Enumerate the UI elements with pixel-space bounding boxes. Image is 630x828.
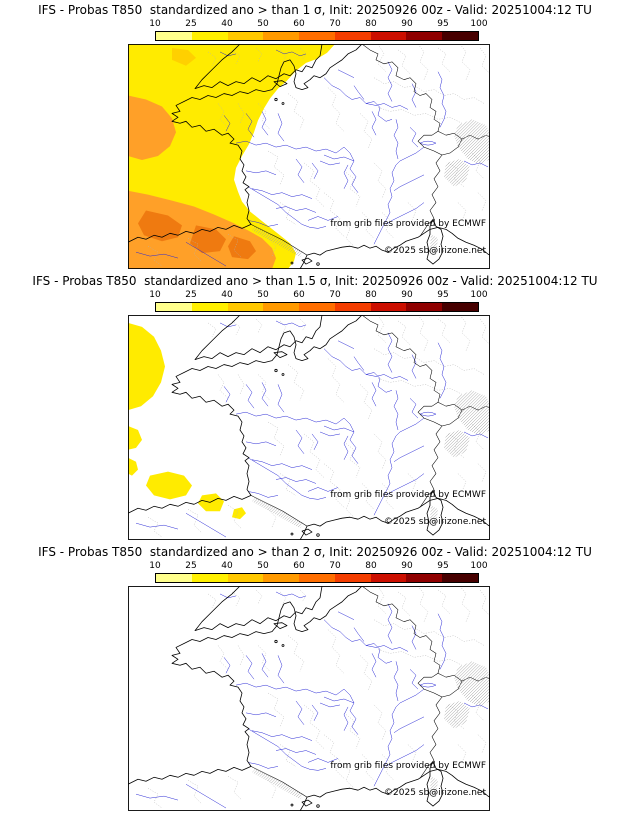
colorbar-ticks: 10 25 40 50 60 70 80 90 95 100 [149,561,487,571]
colorbar-tick-label: 80 [365,561,377,571]
colorbar-tick-label: 80 [365,19,377,29]
panel-2sigma: IFS - Probas T850 standardized ano > tha… [0,545,630,811]
colorbar-segment [227,303,264,311]
panel-title: IFS - Probas T850 standardized ano > tha… [38,3,592,17]
colorbar-segment [370,303,407,311]
colorbar-segment [263,32,300,40]
colorbar-segment [299,303,335,311]
panel-1-5sigma: IFS - Probas T850 standardized ano > tha… [0,274,630,540]
colorbar-segment [299,32,335,40]
colorbar-ticks: 10 25 40 50 60 70 80 90 95 100 [149,19,487,29]
colorbar: 10 25 40 50 60 70 80 90 95 100 [149,290,488,312]
colorbar-tick-label: 50 [257,561,269,571]
colorbar-segment [191,32,228,40]
map: from grib files provided by ECMWF ©2025 … [128,44,490,269]
colorbar-segment [227,574,264,582]
colorbar-tick-label: 10 [149,561,161,571]
map-svg [128,44,490,269]
colorbar-tick-label: 40 [221,19,233,29]
colorbar-segment [370,574,407,582]
panel-title: IFS - Probas T850 standardized ano > tha… [38,545,592,559]
colorbar-tick-label: 80 [365,290,377,300]
colorbar-segment [406,303,443,311]
colorbar-tick-label: 95 [437,290,449,300]
colorbar-segment [227,32,264,40]
colorbar-tick-label: 60 [293,19,305,29]
colorbar-tick-label: 50 [257,290,269,300]
colorbar-tick-label: 95 [437,19,449,29]
map-background [128,315,490,540]
colorbar-tick-label: 25 [185,19,197,29]
colorbar: 10 25 40 50 60 70 80 90 95 100 [149,19,488,41]
colorbar-segment [334,32,371,40]
map-frame [128,586,490,811]
colorbar-segment [442,574,479,582]
colorbar-tick-label: 100 [470,290,488,300]
colorbar-tick-label: 95 [437,561,449,571]
map-svg [128,586,490,811]
colorbar-segment [156,32,192,40]
colorbar-tick-label: 40 [221,290,233,300]
colorbar-segment [263,303,300,311]
colorbar-segment [406,32,443,40]
colorbar-tick-label: 90 [401,19,413,29]
colorbar-tick-label: 70 [329,19,341,29]
panel-title: IFS - Probas T850 standardized ano > tha… [32,274,598,288]
colorbar-segment [442,303,479,311]
colorbar-ticks: 10 25 40 50 60 70 80 90 95 100 [149,290,487,300]
colorbar-segment [156,303,192,311]
probability-overlay [128,322,246,520]
colorbar-segment [156,574,192,582]
map: from grib files provided by ECMWF ©2025 … [128,586,490,811]
colorbar-bar [155,302,479,312]
colorbar-tick-label: 70 [329,290,341,300]
map: from grib files provided by ECMWF ©2025 … [128,315,490,540]
colorbar-segment [334,574,371,582]
colorbar-segment [299,574,335,582]
panel-1sigma: IFS - Probas T850 standardized ano > tha… [0,3,630,269]
map-svg [128,315,490,540]
colorbar-tick-label: 10 [149,19,161,29]
colorbar-tick-label: 50 [257,19,269,29]
map-frame [128,315,490,540]
colorbar-bar [155,31,479,41]
page: IFS - Probas T850 standardized ano > tha… [0,3,630,811]
colorbar-tick-label: 100 [470,561,488,571]
colorbar-tick-label: 90 [401,561,413,571]
colorbar-tick-label: 10 [149,290,161,300]
credit-copyright: ©2025 sb@irizone.net [384,788,486,798]
colorbar-tick-label: 70 [329,561,341,571]
map-background [128,586,490,811]
credit-ecmwf: from grib files provided by ECMWF [330,761,486,771]
colorbar-tick-label: 100 [470,19,488,29]
colorbar-segment [442,32,479,40]
colorbar-segment [191,303,228,311]
colorbar-tick-label: 40 [221,561,233,571]
colorbar-tick-label: 60 [293,561,305,571]
map-frame [128,44,490,269]
colorbar-segment [191,574,228,582]
credit-copyright: ©2025 sb@irizone.net [384,517,486,527]
credit-ecmwf: from grib files provided by ECMWF [330,490,486,500]
colorbar-segment [406,574,443,582]
colorbar-segment [263,574,300,582]
colorbar-segment [334,303,371,311]
colorbar-bar [155,573,479,583]
colorbar-tick-label: 90 [401,290,413,300]
colorbar-tick-label: 25 [185,290,197,300]
colorbar: 10 25 40 50 60 70 80 90 95 100 [149,561,488,583]
colorbar-tick-label: 25 [185,561,197,571]
credit-ecmwf: from grib files provided by ECMWF [330,219,486,229]
colorbar-tick-label: 60 [293,290,305,300]
colorbar-segment [370,32,407,40]
credit-copyright: ©2025 sb@irizone.net [384,246,486,256]
